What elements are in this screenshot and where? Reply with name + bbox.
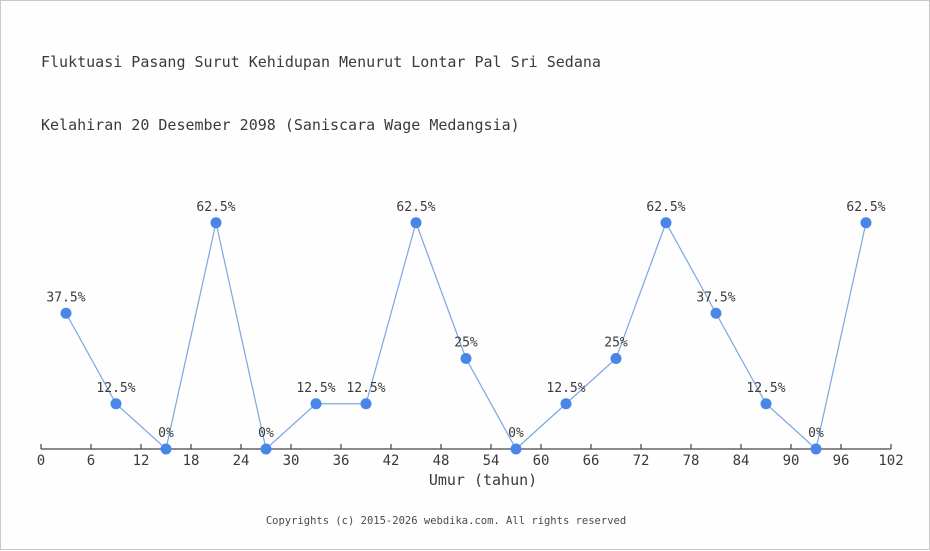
x-tick-label: 48 xyxy=(433,453,450,469)
data-point-marker xyxy=(810,443,822,455)
data-point-marker xyxy=(110,398,122,410)
data-point-label: 62.5% xyxy=(646,200,685,215)
x-tick-label: 42 xyxy=(383,453,400,469)
data-point-marker xyxy=(710,307,722,319)
x-tick-label: 84 xyxy=(733,453,750,469)
data-point-marker xyxy=(210,217,222,229)
data-point-label: 12.5% xyxy=(296,381,335,396)
x-tick-label: 66 xyxy=(583,453,600,469)
footer-copyright: Copyrights (c) 2015-2026 webdika.com. Al… xyxy=(265,515,627,527)
data-point-marker xyxy=(560,398,572,410)
data-point-marker xyxy=(410,217,422,229)
x-tick-label: 18 xyxy=(183,453,200,469)
data-point-label: 0% xyxy=(808,426,824,441)
x-tick-label: 78 xyxy=(683,453,700,469)
data-point-label: 12.5% xyxy=(346,381,385,396)
data-point-label: 62.5% xyxy=(396,200,435,215)
data-point-marker xyxy=(660,217,672,229)
data-point-marker xyxy=(60,307,72,319)
x-tick-label: 36 xyxy=(333,453,350,469)
data-point-marker xyxy=(760,398,772,410)
x-tick-label: 12 xyxy=(133,453,150,469)
data-point-label: 25% xyxy=(454,336,478,351)
data-point-label: 62.5% xyxy=(196,200,235,215)
chart-title-line2: Kelahiran 20 Desember 2098 (Saniscara Wa… xyxy=(41,116,520,134)
x-tick-label: 72 xyxy=(633,453,650,469)
data-point-label: 37.5% xyxy=(696,290,735,305)
data-point-marker xyxy=(310,398,322,410)
x-axis-title: Umur (tahun) xyxy=(429,471,537,489)
data-point-label: 12.5% xyxy=(96,381,135,396)
x-tick-label: 96 xyxy=(833,453,850,469)
x-tick-label: 60 xyxy=(533,453,550,469)
data-point-marker xyxy=(460,353,472,364)
x-tick-label: 24 xyxy=(233,453,250,469)
data-point-label: 37.5% xyxy=(46,290,85,305)
chart-title-line1: Fluktuasi Pasang Surut Kehidupan Menurut… xyxy=(41,53,601,71)
data-point-label: 12.5% xyxy=(746,381,785,396)
chart-title: Fluktuasi Pasang Surut Kehidupan Menurut… xyxy=(41,10,601,178)
data-point-marker xyxy=(510,443,522,455)
data-point-label: 0% xyxy=(158,426,174,441)
data-point-marker xyxy=(260,443,272,455)
x-tick-label: 54 xyxy=(483,453,500,469)
data-point-label: 25% xyxy=(604,336,628,351)
x-tick-label: 90 xyxy=(783,453,800,469)
x-tick-label: 30 xyxy=(283,453,300,469)
data-point-marker xyxy=(610,353,622,364)
data-point-marker xyxy=(360,398,372,410)
x-tick-label: 6 xyxy=(87,453,95,469)
data-point-label: 0% xyxy=(508,426,524,441)
x-tick-label: 0 xyxy=(37,453,45,469)
data-point-label: 12.5% xyxy=(546,381,585,396)
data-point-marker xyxy=(860,217,872,229)
x-tick-label: 102 xyxy=(878,453,903,469)
data-point-label: 0% xyxy=(258,426,274,441)
data-point-label: 62.5% xyxy=(846,200,885,215)
data-point-marker xyxy=(160,443,172,455)
